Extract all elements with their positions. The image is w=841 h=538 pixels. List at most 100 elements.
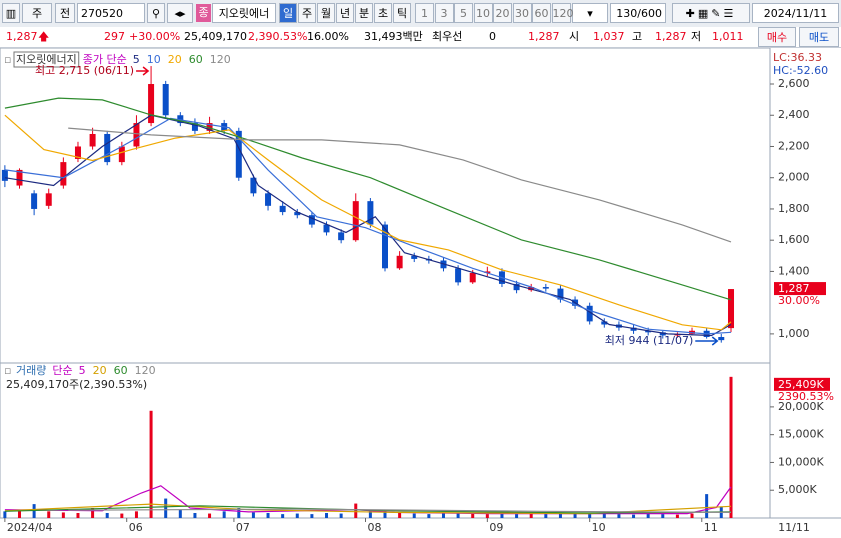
candle-body xyxy=(89,133,96,147)
candle-body xyxy=(206,123,213,131)
ma-label: 종가 단순 xyxy=(83,53,127,66)
type-select[interactable]: 전 xyxy=(55,3,75,23)
volume-bar xyxy=(661,514,665,518)
price: 1,287 xyxy=(6,30,38,43)
legend-entry: 120 xyxy=(210,53,231,66)
x-tick-label: 07 xyxy=(236,521,250,534)
volume-bar xyxy=(617,514,621,518)
candle-body xyxy=(235,130,242,178)
panel-title: 거래량 xyxy=(16,364,46,377)
date-input[interactable]: 2024/11/11 xyxy=(752,3,839,23)
y-tick-label: 15,000K xyxy=(778,428,824,441)
up-arrow: 🡅 xyxy=(38,30,50,43)
candle-body xyxy=(148,84,155,124)
best: 0 xyxy=(489,30,496,43)
candle-body xyxy=(279,205,286,213)
period-button[interactable]: 초 xyxy=(374,3,392,23)
candle-body xyxy=(411,255,418,259)
chart: 1,000 1,400 1,600 1,800 2,000 2,200 2,400 2,600… xyxy=(0,48,841,534)
badge: 종 xyxy=(196,4,211,22)
x-tick-label: 2024/04 xyxy=(7,521,53,534)
ma-line xyxy=(4,505,732,514)
period-button[interactable]: 일 xyxy=(279,3,297,23)
volume-bar xyxy=(471,513,475,518)
volume-summary: 25,409,170주(2,390.53%) xyxy=(6,378,147,391)
search-icon[interactable]: ⚲ xyxy=(147,3,165,23)
ma-line xyxy=(4,117,732,335)
volume-bar xyxy=(354,503,358,518)
panel-title: 지오릿에너지 xyxy=(16,53,77,66)
volume-bar xyxy=(17,509,21,518)
volume-bar xyxy=(295,513,299,518)
legend-entry: 60 xyxy=(114,364,128,377)
candle-body xyxy=(338,232,345,241)
candle-body xyxy=(31,193,38,209)
code-input[interactable]: 270520 xyxy=(77,3,145,23)
candle-body xyxy=(74,146,81,159)
best-label: 최우선 xyxy=(432,30,463,43)
volume-bar xyxy=(47,511,51,518)
y-tick-label: 1,800 xyxy=(778,202,810,215)
interval-button[interactable]: 30 xyxy=(512,3,532,23)
buy-button[interactable]: 매수 xyxy=(758,27,796,47)
period-button[interactable]: 년 xyxy=(336,3,354,23)
period-button[interactable]: 월 xyxy=(317,3,335,23)
volume-bar xyxy=(120,513,124,518)
legend-entry: 5 xyxy=(133,53,140,66)
volume-bar xyxy=(164,498,168,518)
candle-body xyxy=(294,212,301,216)
market-select[interactable]: 주 xyxy=(22,3,52,23)
y-tick-label: 2,400 xyxy=(778,108,810,121)
volume-bar xyxy=(368,509,372,518)
annotation-arrow xyxy=(695,336,719,346)
volume-bar xyxy=(705,494,709,518)
candle-body xyxy=(323,224,330,233)
interval-button[interactable]: 120 xyxy=(551,3,574,23)
nav-icon[interactable]: ◂▸ xyxy=(167,3,193,23)
interval-button[interactable]: 10 xyxy=(473,3,493,23)
tool-icons[interactable]: ✚▦✎☰ xyxy=(672,3,750,23)
stock-name: 지오릿에너 xyxy=(212,3,276,23)
volume-bar xyxy=(91,508,95,518)
candle-body xyxy=(542,287,549,289)
volume-bar xyxy=(729,376,733,518)
x-tick-label: 08 xyxy=(368,521,382,534)
volume-bar xyxy=(193,513,197,518)
title-box xyxy=(13,51,80,68)
legend-entry: 5 xyxy=(79,364,86,377)
candle-body xyxy=(630,327,637,331)
volume-bar xyxy=(544,514,548,518)
interval-button[interactable]: 1 xyxy=(415,3,434,23)
volume-bar xyxy=(281,514,285,518)
volume-bar xyxy=(251,512,255,518)
interval-button[interactable]: 5 xyxy=(454,3,473,23)
last-pct: 30.00% xyxy=(778,294,820,307)
candle-body xyxy=(1,169,8,181)
volume-bar xyxy=(149,410,153,518)
volume-bar xyxy=(588,513,592,518)
legend-entry: 10 xyxy=(147,53,161,66)
interval-button[interactable]: 60 xyxy=(532,3,551,23)
volume-bar xyxy=(134,511,138,518)
period-button[interactable]: 틱 xyxy=(393,3,411,23)
candle-body xyxy=(367,201,374,225)
interval-button[interactable]: 20 xyxy=(493,3,512,23)
volume-bar xyxy=(632,514,636,518)
period-button[interactable]: 주 xyxy=(298,3,316,23)
volume-bar xyxy=(383,509,387,518)
volume-bar xyxy=(398,513,402,518)
y-tick-label: 1,000 xyxy=(778,327,810,340)
quote-bar: 1,287 🡅 297 +30.00% 25,409,170 2,390.53%… xyxy=(0,27,841,48)
candle-body xyxy=(396,255,403,269)
menu-icon[interactable]: ▥ xyxy=(2,3,20,23)
volume-bar xyxy=(456,513,460,518)
amount: 31,493백만 xyxy=(364,30,423,43)
period-button[interactable]: 분 xyxy=(355,3,373,23)
dropdown[interactable]: ▾ xyxy=(572,3,608,23)
ma-line xyxy=(4,114,732,331)
volume-bar xyxy=(427,514,431,518)
toolbar: ▥ 주 전 270520 ⚲ ◂▸ 종 지오릿에너 ▾ 130/600 ✚▦✎☰… xyxy=(0,0,841,28)
interval-button[interactable]: 3 xyxy=(434,3,454,23)
candle-body xyxy=(382,224,388,269)
sell-button[interactable]: 매도 xyxy=(799,27,839,47)
